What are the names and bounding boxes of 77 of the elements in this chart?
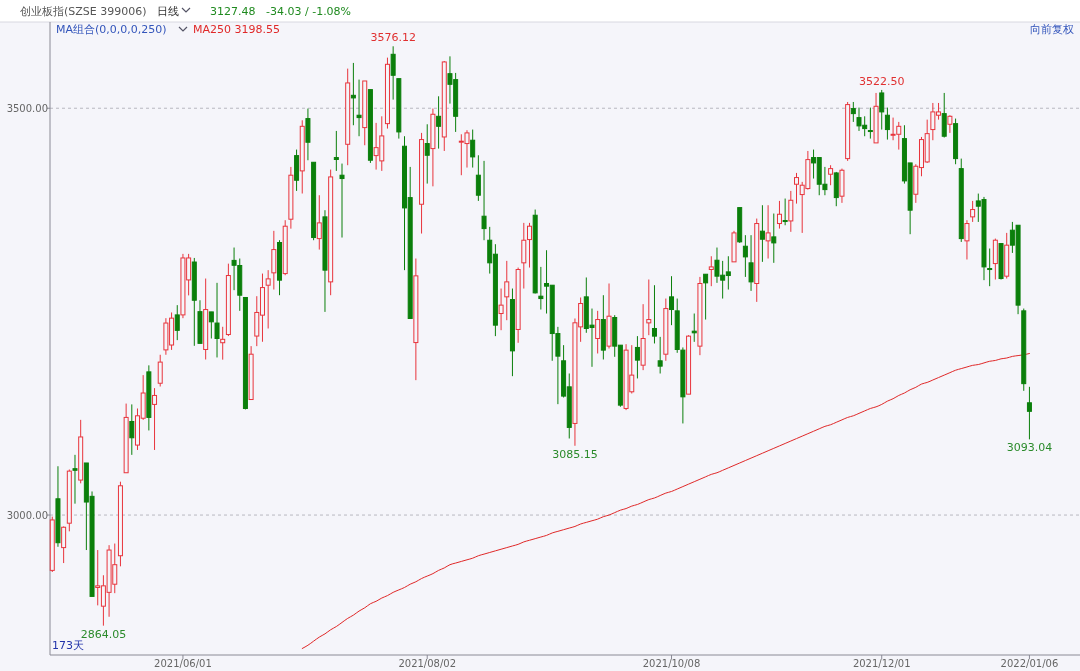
candlestick (742, 234, 748, 278)
candlestick (634, 335, 640, 379)
candlestick (703, 273, 709, 321)
candlestick (947, 114, 953, 134)
candlestick (759, 204, 765, 263)
candlestick (316, 194, 322, 251)
candlestick (867, 107, 873, 140)
candlestick (475, 154, 481, 202)
candlestick (481, 160, 487, 241)
candlestick (521, 222, 527, 290)
chart-title: 创业板指(SZSE 399006) (20, 5, 147, 18)
candlestick (595, 310, 601, 354)
x-tick-label: 2022/01/06 (1000, 658, 1059, 669)
candlestick (356, 79, 362, 137)
candlestick (646, 279, 652, 336)
text: -34.03 / -1.08% (266, 5, 352, 18)
candlestick (174, 304, 180, 341)
candlestick (305, 108, 311, 161)
candlestick (424, 123, 430, 185)
candlestick (657, 336, 663, 374)
candlestick (788, 190, 794, 233)
candlestick (152, 387, 158, 451)
annotation: 3576.12 (370, 31, 416, 45)
candlestick (964, 219, 970, 260)
candlestick (470, 129, 476, 169)
candlestick (708, 255, 714, 287)
candlestick (504, 260, 510, 321)
candlestick (157, 354, 163, 387)
candlestick (129, 403, 135, 456)
candlestick (776, 200, 782, 230)
candlestick (61, 525, 67, 564)
candlestick (651, 284, 657, 344)
candlestick (771, 213, 777, 264)
text: MA250 3198.55 (193, 23, 280, 36)
candlestick (265, 269, 271, 329)
candlestick (538, 266, 544, 311)
candlestick (436, 95, 442, 150)
candlestick (987, 248, 993, 287)
candlestick (214, 282, 220, 358)
x-tick-label: 2021/10/08 (642, 658, 701, 669)
candlestick (879, 89, 885, 131)
candlestick (498, 288, 504, 331)
candlestick (1026, 386, 1032, 440)
candlestick (748, 234, 754, 292)
annotation: 向前复权 (1030, 23, 1074, 36)
candlestick (828, 164, 834, 186)
annotation: 3093.04 (1006, 441, 1053, 455)
candlestick (970, 200, 976, 223)
candlestick (850, 101, 856, 123)
candlestick (992, 238, 998, 281)
candlestick (339, 163, 345, 239)
text: 3127.48 (210, 5, 256, 18)
candlestick (669, 275, 675, 326)
candlestick (794, 172, 800, 205)
x-tick-label: 2021/12/01 (852, 658, 911, 669)
annotation: 3522.50 (858, 74, 905, 88)
candlestick (271, 230, 277, 291)
chart-subtitle: 日线 (157, 5, 179, 18)
y-tick-label: 3500.00 (6, 103, 48, 115)
candlestick (220, 326, 226, 361)
candlestick (782, 198, 788, 226)
candlestick (333, 130, 339, 172)
annotation: MA组合(0,0,0,0,250) (56, 23, 167, 36)
candlestick (765, 204, 771, 260)
candlestick (941, 92, 947, 139)
candlestick (884, 107, 890, 141)
y-tick-label: 3000.00 (6, 510, 48, 522)
candlestick (526, 222, 532, 269)
candlestick (208, 311, 214, 339)
x-tick-label: 2021/08/02 (398, 658, 457, 669)
candlestick (72, 454, 78, 505)
annotation: 2864.05 (80, 627, 127, 641)
x-tick-label: 2021/06/01 (154, 658, 212, 669)
annotation: 3085.15 (552, 447, 598, 461)
annotation: 173天 (52, 639, 84, 652)
candlestick (390, 45, 396, 101)
candlestick (350, 62, 356, 126)
